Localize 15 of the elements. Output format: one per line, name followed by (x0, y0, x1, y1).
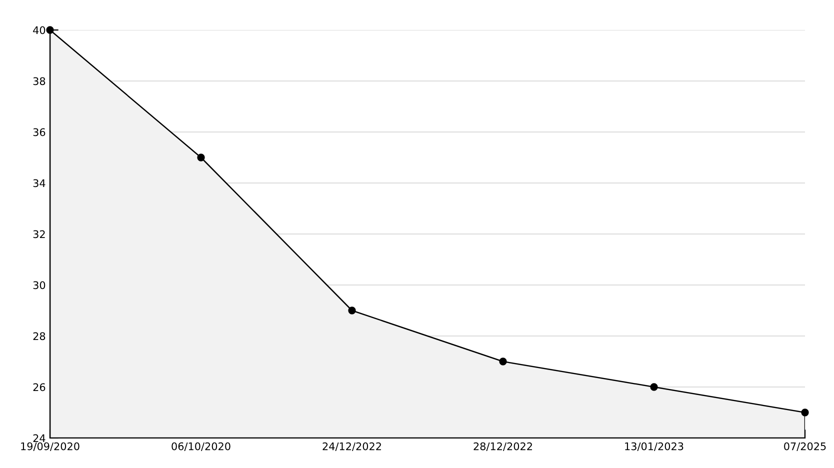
y-tick-label: 32 (33, 230, 45, 238)
y-tick-label: 34 (33, 179, 46, 188)
x-tick-label: 19/09/2020 (21, 442, 80, 452)
x-tick-label: 28/12/2022 (474, 442, 532, 452)
y-tick-label: 36 (33, 128, 46, 136)
y-tick-label: 38 (33, 77, 46, 86)
x-tick-label: 06/10/2020 (172, 442, 230, 452)
x-tick-label: 13/01/2023 (625, 442, 684, 452)
y-tick-label: 30 (33, 281, 46, 290)
x-tick-label: 07/2025 (784, 442, 826, 452)
y-tick-label: 40 (33, 26, 46, 34)
y-tick-label: 28 (33, 332, 46, 340)
y-tick-label: 26 (33, 383, 46, 392)
y-tick-label: 24 (33, 434, 46, 442)
x-tick-label: 24/12/2022 (322, 442, 381, 452)
